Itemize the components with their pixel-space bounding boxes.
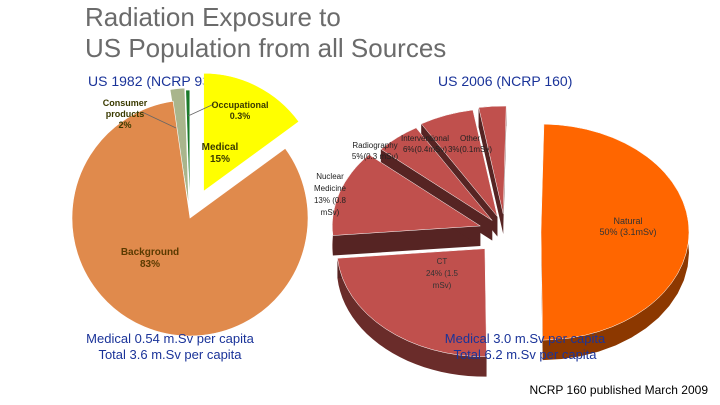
chart-1982-title: US 1982 (NCRP 93): [88, 73, 215, 89]
label-1982-occupational: Occupational 0.3%: [211, 100, 268, 121]
right-caption-line1: Medical 3.0 m.Sv per capita: [444, 331, 606, 346]
label-2006-nuclear: Nuclear Medicine 13% (0.8 mSv): [314, 172, 347, 217]
publication-note: NCRP 160 published March 2009: [529, 383, 708, 397]
slice-2006-natural: [540, 123, 690, 341]
left-caption-line1: Medical 0.54 m.Sv per capita: [86, 331, 254, 346]
left-caption: Medical 0.54 m.Sv per capita Total 3.6 m…: [70, 331, 270, 363]
label-1982-medical: Medical 15%: [202, 142, 239, 165]
leader-line-occupational: [187, 103, 215, 117]
slice-face-2006-other: [478, 107, 504, 235]
label-2006-interventional: Interventional 6%(0.4mSv): [401, 134, 449, 154]
slice-1982-background: [71, 100, 309, 337]
slice-2006-interventional: [420, 109, 498, 217]
label-2006-ct: CT 24% (1.5 mSv): [426, 257, 459, 290]
slide-title-line1: Radiation Exposure to: [85, 2, 341, 32]
right-caption: Medical 3.0 m.Sv per capita Total 6.2 m.…: [425, 331, 625, 363]
left-caption-line2: Total 3.6 m.Sv per capita: [98, 347, 242, 362]
slice-2006-ct: [337, 248, 487, 357]
label-2006-natural: Natural 50% (3.1mSv): [599, 216, 656, 237]
label-2006-radiography: Radiography 5%(0.3 mSv): [352, 141, 399, 161]
right-caption-line2: Total 6.2 m.Sv per capita: [453, 347, 597, 362]
slice-1982-medical: [203, 72, 300, 192]
slice-1982-occupational: [185, 89, 191, 209]
label-1982-consumer: Consumer products 2%: [103, 98, 148, 130]
slide-title-line2: US Population from all Sources: [85, 33, 447, 63]
slice-2006-other: [478, 105, 507, 215]
label-1982-background: Background 83%: [121, 247, 179, 270]
label-2006-other: Other 3%(0.1mSv): [448, 134, 492, 154]
slice-2006-nuclear: [332, 154, 482, 236]
leader-line-consumer: [141, 111, 177, 129]
slide-title: Radiation Exposure to US Population from…: [85, 2, 446, 64]
chart-2006-title: US 2006 (NCRP 160): [438, 73, 573, 89]
slice-2006-radiography: [380, 127, 493, 221]
slice-side-2006-ct: [337, 258, 487, 377]
